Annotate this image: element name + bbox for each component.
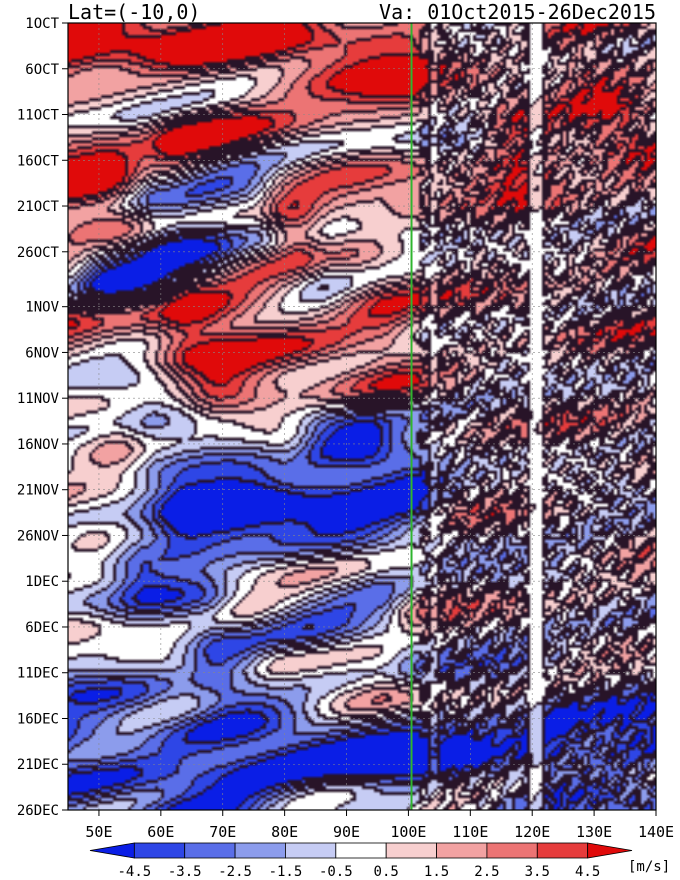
- grid-lines: [68, 23, 656, 810]
- y-tick-label: 26OCT: [17, 245, 60, 261]
- y-tick-label: 26NOV: [17, 528, 60, 544]
- colorbar-label: -3.5: [168, 864, 202, 880]
- y-tick-label: 21NOV: [17, 483, 60, 499]
- y-tick-label: 16OCT: [17, 153, 60, 169]
- x-tick-label: 110E: [452, 823, 488, 841]
- y-tick-label: 1NOV: [25, 300, 59, 316]
- y-tick-label: 16DEC: [17, 711, 59, 727]
- colorbar-label: -0.5: [319, 864, 353, 880]
- colorbar-swatch: [486, 842, 538, 859]
- colorbar-unit: [m/s]: [628, 859, 670, 875]
- colorbar-swatch: [234, 842, 286, 859]
- chart-title-left: Lat=(-10,0): [68, 0, 200, 24]
- y-tick-label: 6NOV: [25, 345, 59, 361]
- colorbar-swatch: [536, 842, 589, 859]
- y-axis: 1OCT 6OCT 11OCT 16OCT 21OCT 26OCT 1NOV 6NOV 11NO…: [17, 16, 68, 819]
- colorbar-label: -1.5: [269, 864, 303, 880]
- heatmap-field: [68, 23, 656, 810]
- x-tick-label: 60E: [147, 823, 174, 841]
- colorbar-label: 0.5: [374, 864, 399, 880]
- y-tick-label: 26DEC: [17, 803, 59, 819]
- y-tick-label: 11NOV: [17, 391, 60, 407]
- chart-title-right: Va: 01Oct2015-26Dec2015: [379, 0, 656, 24]
- colorbar-label: 3.5: [525, 864, 550, 880]
- y-tick-label: 11DEC: [17, 666, 59, 682]
- y-tick-label: 21OCT: [17, 199, 60, 215]
- x-tick-label: 70E: [209, 823, 236, 841]
- y-tick-label: 6DEC: [25, 620, 59, 636]
- colorbar-swatch: [89, 842, 135, 859]
- colorbar-label: 1.5: [424, 864, 449, 880]
- colorbar-label: -2.5: [218, 864, 252, 880]
- y-tick-label: 1OCT: [25, 16, 59, 32]
- x-tick-label: 50E: [85, 823, 112, 841]
- colorbar-swatch: [436, 842, 488, 859]
- colorbar-swatch: [335, 842, 387, 859]
- colorbar: -4.5 -3.5 -2.5 -1.5 -0.5 0.5 1.5 2.5 3.5 4.5: [89, 842, 633, 880]
- y-tick-label: 21DEC: [17, 757, 59, 773]
- x-tick-label: 80E: [271, 823, 298, 841]
- x-tick-label: 90E: [333, 823, 360, 841]
- colorbar-label: 2.5: [474, 864, 499, 880]
- x-tick-label: 130E: [576, 823, 612, 841]
- x-tick-label: 140E: [638, 823, 674, 841]
- x-tick-label: 100E: [390, 823, 426, 841]
- y-tick-label: 1DEC: [25, 574, 59, 590]
- colorbar-label: -4.5: [117, 864, 151, 880]
- y-tick-label: 16NOV: [17, 437, 60, 453]
- plot-frame: [67, 22, 657, 811]
- x-tick-label: 120E: [514, 823, 550, 841]
- colorbar-label: 4.5: [575, 864, 600, 880]
- colorbar-swatch: [285, 842, 337, 859]
- colorbar-swatch: [133, 842, 186, 859]
- y-tick-label: 11OCT: [17, 108, 60, 124]
- colorbar-swatch: [184, 842, 236, 859]
- y-tick-label: 6OCT: [25, 62, 59, 78]
- colorbar-swatch: [385, 842, 437, 859]
- x-axis: 50E 60E 70E 80E 90E 100E 110E 120E 130E 140E: [85, 810, 674, 841]
- colorbar-swatch: [587, 842, 633, 859]
